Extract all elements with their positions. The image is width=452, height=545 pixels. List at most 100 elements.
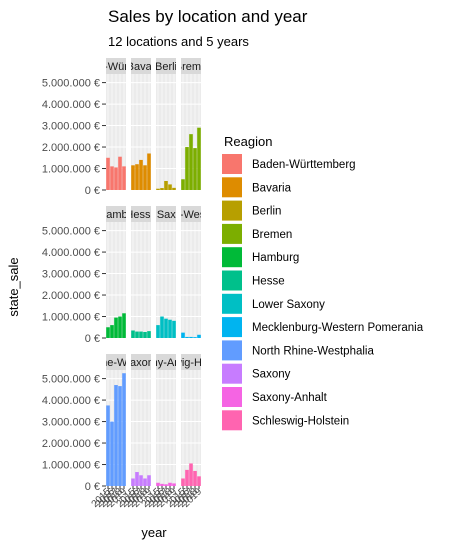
legend-label: North Rhine-Westphalia bbox=[252, 345, 374, 357]
bar-bavaria-2017 bbox=[139, 159, 143, 190]
bar-hamburg-2016 bbox=[110, 325, 114, 338]
bar-bremen-2017 bbox=[189, 134, 193, 190]
facet-panel: Hesse bbox=[125, 206, 156, 339]
bar-lower-saxony-2018 bbox=[168, 319, 172, 338]
facet-panel: Hambu bbox=[98, 206, 133, 339]
legend-label: Hesse bbox=[252, 276, 285, 288]
bar-saxony-2017 bbox=[139, 475, 143, 486]
facet-strip bbox=[181, 206, 201, 222]
legend-label: Berlin bbox=[252, 206, 281, 218]
bar-baden-w-rttemberg-2019 bbox=[122, 166, 126, 190]
bar-hesse-2016 bbox=[135, 331, 139, 338]
facet-strip-label: wig-Ho bbox=[173, 357, 208, 369]
legend-key bbox=[222, 340, 242, 361]
bar-mecklenburg-western-pomerania-2019 bbox=[197, 334, 201, 338]
facet-strip-label: Hesse bbox=[125, 209, 156, 221]
facet-strip bbox=[156, 354, 176, 370]
bar-berlin-2017 bbox=[164, 180, 168, 190]
x-axes: 2015201620172018201920152016201720182019… bbox=[90, 486, 204, 510]
facet-panel: Saxony bbox=[131, 354, 151, 487]
y-tick-label: 0 € bbox=[85, 185, 100, 197]
y-axes: 0 € 1.000.000 € 2.000.000 € 3.000.000 € 4.00… bbox=[42, 78, 106, 493]
facet-strip-label: Berli bbox=[155, 61, 177, 73]
bar-north-rhine-westphalia-2015 bbox=[106, 405, 110, 486]
facet-strip bbox=[131, 58, 151, 74]
facet-strip-label: ony-Anh bbox=[146, 357, 187, 369]
legend-label: Saxony bbox=[252, 369, 291, 381]
bar-saxony-2018 bbox=[143, 478, 147, 486]
bar-bavaria-2019 bbox=[147, 153, 151, 190]
y-tick-label: 3.000.000 € bbox=[42, 417, 100, 429]
facet-panel: Bavar bbox=[131, 58, 151, 191]
bar-saxony-anhalt-2015 bbox=[156, 482, 160, 486]
y-tick-label: 2.000.000 € bbox=[42, 290, 100, 302]
bar-berlin-2018 bbox=[168, 184, 172, 190]
bar-lower-saxony-2019 bbox=[172, 320, 176, 338]
bar-north-rhine-westphalia-2018 bbox=[118, 386, 122, 486]
legend-key bbox=[222, 410, 242, 431]
bar-mecklenburg-western-pomerania-2017 bbox=[189, 336, 193, 338]
bar-lower-saxony-2016 bbox=[160, 316, 164, 338]
bar-schleswig-holstein-2015 bbox=[181, 478, 185, 486]
bar-berlin-2019 bbox=[172, 187, 176, 190]
bar-saxony-2019 bbox=[147, 475, 151, 486]
bar-saxony-anhalt-2016 bbox=[160, 483, 164, 486]
bar-saxony-anhalt-2019 bbox=[172, 483, 176, 486]
bar-baden-w-rttemberg-2017 bbox=[114, 167, 118, 190]
bar-saxony-2015 bbox=[131, 478, 135, 486]
bar-mecklenburg-western-pomerania-2018 bbox=[193, 337, 197, 338]
bar-hamburg-2017 bbox=[114, 317, 118, 338]
y-tick-label: 1.000.000 € bbox=[42, 460, 100, 472]
bar-bavaria-2015 bbox=[131, 165, 135, 190]
facet-panel: Berli bbox=[155, 58, 177, 191]
facet-strip bbox=[156, 206, 176, 222]
legend-key bbox=[222, 200, 242, 221]
facet-panel: Breme bbox=[175, 58, 207, 191]
facet-strip-label: Hambu bbox=[98, 209, 133, 221]
bar-schleswig-holstein-2019 bbox=[197, 476, 201, 486]
legend-key bbox=[222, 270, 242, 291]
bar-hesse-2018 bbox=[143, 331, 147, 338]
legend-key bbox=[222, 387, 242, 407]
y-tick-label: 5.000.000 € bbox=[42, 78, 100, 90]
bar-mecklenburg-western-pomerania-2015 bbox=[181, 332, 185, 338]
y-tick-label: 4.000.000 € bbox=[42, 99, 100, 111]
y-tick-label: 2.000.000 € bbox=[42, 438, 100, 450]
bar-hesse-2019 bbox=[147, 331, 151, 338]
bar-bremen-2019 bbox=[197, 127, 201, 190]
bar-mecklenburg-western-pomerania-2016 bbox=[185, 336, 189, 338]
bar-bremen-2016 bbox=[185, 147, 189, 190]
facet-strip bbox=[131, 206, 151, 222]
bar-north-rhine-westphalia-2019 bbox=[122, 373, 126, 486]
bar-lower-saxony-2017 bbox=[164, 318, 168, 338]
bar-schleswig-holstein-2018 bbox=[193, 470, 197, 486]
bar-berlin-2015 bbox=[156, 188, 160, 190]
bar-saxony-2016 bbox=[135, 472, 139, 486]
legend-key bbox=[222, 154, 242, 174]
bar-north-rhine-westphalia-2016 bbox=[110, 421, 114, 486]
legend-label: Saxony-Anhalt bbox=[252, 392, 328, 404]
y-tick-label: 3.000.000 € bbox=[42, 121, 100, 133]
legend-label: Hamburg bbox=[252, 252, 299, 264]
bar-berlin-2016 bbox=[160, 188, 164, 190]
y-tick-label: 0 € bbox=[85, 481, 100, 493]
facet-strip bbox=[156, 58, 176, 74]
bar-hamburg-2018 bbox=[118, 316, 122, 338]
legend-label: Mecklenburg-Western Pomerania bbox=[252, 322, 424, 334]
facet-panel: ine-We bbox=[99, 354, 134, 487]
legend-key bbox=[222, 363, 242, 384]
facet-strip-label: Breme bbox=[175, 61, 207, 73]
facet-strip bbox=[181, 58, 201, 74]
bar-bavaria-2018 bbox=[143, 165, 147, 190]
legend-label: Bavaria bbox=[252, 182, 292, 194]
y-tick-label: 1.000.000 € bbox=[42, 164, 100, 176]
facet-strip-label: ine-We bbox=[99, 357, 134, 369]
facet-strip bbox=[131, 354, 151, 370]
bar-bremen-2015 bbox=[181, 179, 185, 190]
legend-label: Lower Saxony bbox=[252, 299, 325, 311]
y-tick-label: 4.000.000 € bbox=[42, 395, 100, 407]
facet-strip bbox=[181, 354, 201, 370]
bar-baden-w-rttemberg-2018 bbox=[118, 156, 122, 190]
